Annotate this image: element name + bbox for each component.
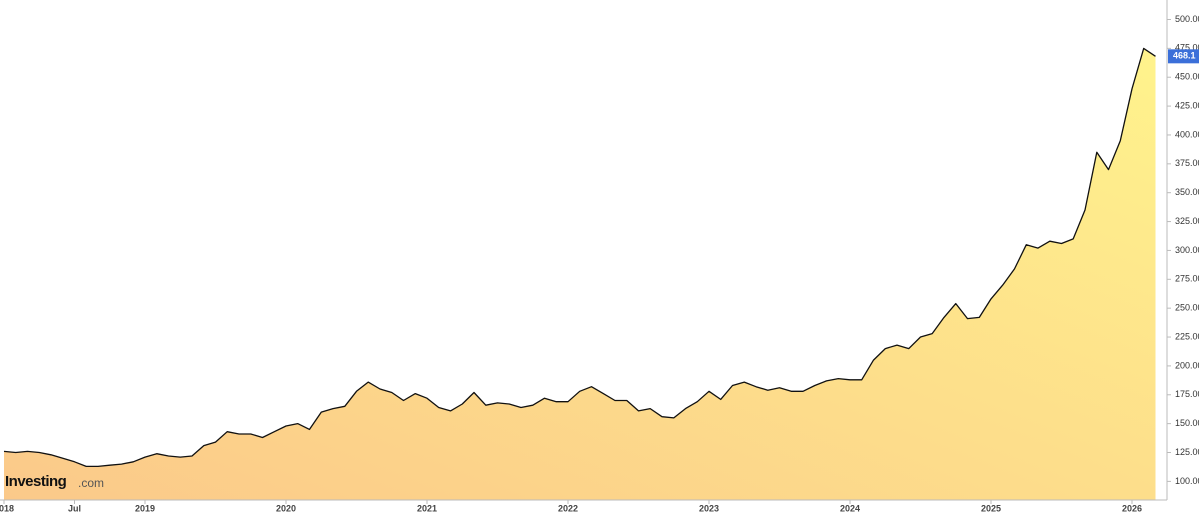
plot	[3, 47, 1156, 501]
x-tick-label: 2026	[1122, 503, 1142, 513]
y-tick-label: 150.00	[1175, 418, 1199, 428]
y-tick-label: 475.00	[1175, 43, 1199, 53]
line	[3, 47, 1156, 468]
y-tick-label: 200.00	[1175, 360, 1199, 370]
x-tick-label: Jul	[68, 503, 81, 513]
watermark-brand: Investing	[5, 473, 67, 490]
y-tick-label: 125.00	[1175, 447, 1199, 457]
y-tick-label: 250.00	[1175, 303, 1199, 313]
y-tick-label: 175.00	[1175, 389, 1199, 399]
y-tick-label: 100.00	[1175, 476, 1199, 486]
x-tick-label: 2022	[558, 503, 578, 513]
last-value-label: 468.1	[1173, 51, 1196, 61]
y-tick-label: 500.00	[1175, 14, 1199, 24]
watermark-suffix: .com	[78, 476, 104, 490]
x-tick-label: 2018	[0, 503, 14, 513]
y-tick-label: 400.00	[1175, 129, 1199, 139]
y-tick-label: 225.00	[1175, 331, 1199, 341]
x-tick-label: 2023	[699, 503, 719, 513]
x-tick-label: 2024	[840, 503, 860, 513]
y-tick-label: 375.00	[1175, 158, 1199, 168]
x-tick-label: 2025	[981, 503, 1001, 513]
y-tick-label: 425.00	[1175, 100, 1199, 110]
y-tick-label: 300.00	[1175, 245, 1199, 255]
x-tick-label: 2021	[417, 503, 437, 513]
x-tick-label: 2020	[276, 503, 296, 513]
last-value-tag	[1168, 49, 1199, 64]
y-tick-label: 450.00	[1175, 72, 1199, 82]
y-tick-label: 350.00	[1175, 187, 1199, 197]
x-tick-label: 2019	[135, 503, 155, 513]
y-tick-label: 275.00	[1175, 274, 1199, 284]
y-tick-label: 325.00	[1175, 216, 1199, 226]
area	[4, 48, 1156, 501]
